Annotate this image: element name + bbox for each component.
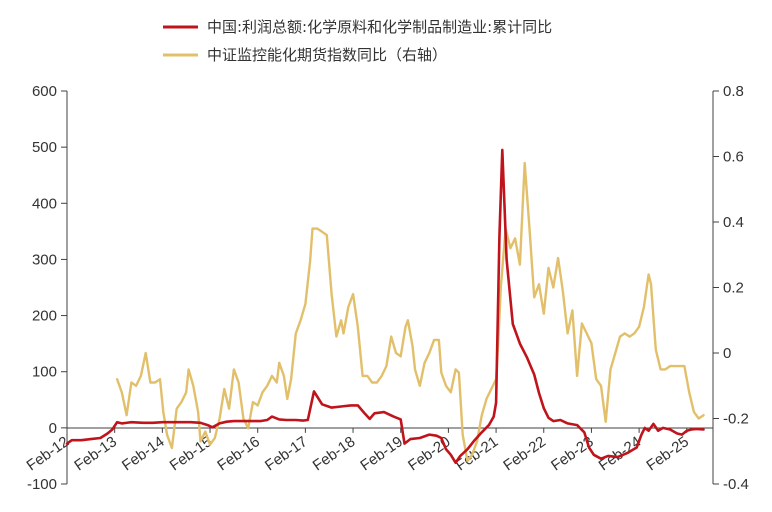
axes — [66, 91, 714, 484]
x-tick-label: Feb-25 — [643, 433, 692, 474]
x-tick-label: Feb-17 — [262, 433, 311, 474]
left-tick-label: -100 — [27, 476, 57, 493]
right-tick-label: -0.2 — [723, 411, 749, 428]
right-tick-label: 0.4 — [723, 214, 744, 231]
left-tick-label: 300 — [32, 251, 57, 268]
right-y-ticks: 0.8 0.6 0.4 0.2 0 -0.2 -0.4 — [713, 83, 749, 493]
left-tick-label: 500 — [32, 139, 57, 156]
right-tick-label: 0.8 — [723, 83, 744, 100]
left-tick-label: 200 — [32, 308, 57, 325]
right-tick-label: 0 — [723, 345, 731, 362]
legend: 中国:利润总额:化学原料和化学制品制造业:累计同比 中证监控能化期货指数同比（右… — [163, 18, 552, 64]
x-tick-label: Feb-22 — [500, 433, 549, 474]
right-tick-label: 0.6 — [723, 149, 744, 166]
x-tick-label: Feb-23 — [548, 433, 597, 474]
left-tick-label: 600 — [32, 83, 57, 100]
legend-label-series2: 中证监控能化期货指数同比（右轴） — [207, 46, 447, 64]
x-tick-label: Feb-19 — [357, 433, 406, 474]
x-tick-label: Feb-24 — [596, 433, 645, 474]
left-tick-label: 400 — [32, 195, 57, 212]
left-y-ticks: 600 500 400 300 200 100 0 -100 — [27, 83, 67, 493]
x-tick-label: Feb-16 — [214, 433, 263, 474]
series-line-2 — [115, 161, 705, 463]
left-tick-label: 100 — [32, 364, 57, 381]
x-tick-label: Feb-14 — [119, 433, 168, 474]
x-tick-label: Feb-12 — [24, 433, 73, 474]
x-tick-label: Feb-18 — [310, 433, 359, 474]
right-tick-label: -0.4 — [723, 476, 749, 493]
right-tick-label: 0.2 — [723, 280, 744, 297]
left-tick-label: 0 — [49, 420, 57, 437]
series-line-1 — [65, 148, 705, 465]
series-layer — [65, 148, 705, 465]
legend-label-series1: 中国:利润总额:化学原料和化学制品制造业:累计同比 — [207, 18, 552, 36]
